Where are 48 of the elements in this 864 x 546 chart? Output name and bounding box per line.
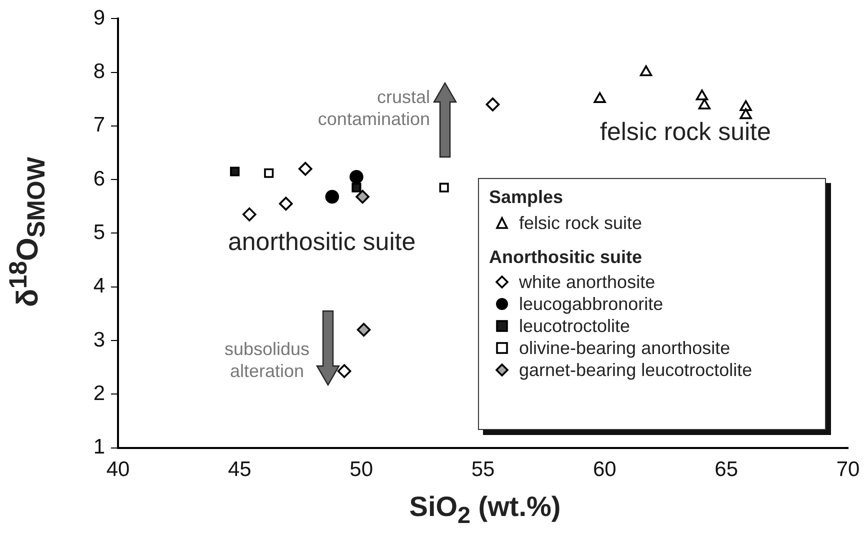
point [439, 182, 449, 192]
point [740, 100, 752, 112]
point [298, 162, 312, 176]
y-tick-label: 6 [93, 167, 105, 190]
point [325, 190, 340, 204]
x-tick-label: 70 [836, 458, 860, 482]
y-tick-label: 8 [93, 60, 105, 84]
y-tick-label: 5 [93, 220, 105, 244]
point [594, 92, 606, 103]
point [337, 364, 352, 378]
legend-label: garnet-bearing leucotroctolite [519, 360, 752, 380]
y-tick-label: 1 [93, 436, 105, 459]
legend-title: Samples [489, 187, 564, 208]
point [279, 196, 293, 211]
y-tick-label: 9 [93, 6, 105, 30]
point [356, 322, 371, 337]
point [740, 108, 752, 120]
point [350, 170, 364, 184]
annotation: felsic rock suite [600, 118, 771, 147]
y-tick-label: 3 [93, 328, 105, 352]
legend-label: white anorthosite [519, 272, 656, 292]
x-axis-title: SiO$_{2}$ (wt.%) [409, 491, 561, 529]
x-tick-label: 40 [106, 458, 130, 482]
point [486, 98, 500, 112]
legend-label: olivine-bearing anorthosite [519, 338, 730, 358]
y-tick-label: 4 [93, 274, 106, 298]
point [640, 65, 652, 76]
x-tick-label: 65 [714, 458, 738, 482]
annotation: subsolidus alteration [223, 338, 311, 382]
y-tick-label: 2 [93, 382, 105, 405]
x-tick-label: 60 [592, 458, 616, 482]
point [356, 190, 370, 204]
annotation: Anorthositic suite [489, 247, 644, 268]
x-tick-label: 50 [350, 458, 374, 482]
x-tick-label: 55 [471, 458, 495, 482]
point [696, 89, 708, 100]
point [242, 208, 256, 222]
legend-label: leucogabbronorite [519, 294, 664, 314]
x-tick-label: 45 [228, 458, 252, 482]
y-tick-label: 7 [93, 114, 105, 137]
point [264, 168, 274, 178]
legend-label: felsic rock suite [519, 212, 642, 234]
annotation: crustal contamination [316, 86, 430, 130]
annotation: anorthositic suite [228, 228, 416, 257]
point [698, 98, 711, 110]
point [352, 182, 362, 192]
legend-label: leucotroctolite [519, 316, 630, 336]
point [230, 166, 240, 176]
